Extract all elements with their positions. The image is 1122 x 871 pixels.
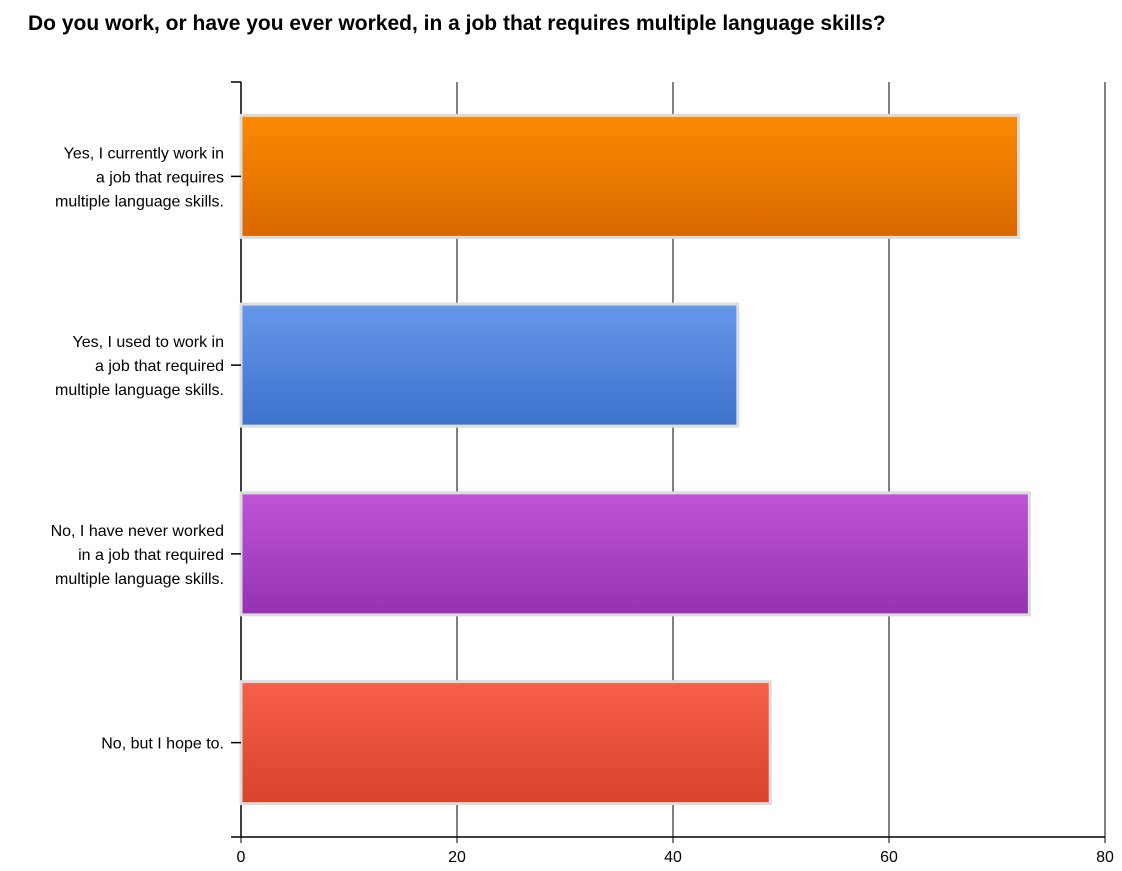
category-label: in a job that required bbox=[78, 547, 224, 564]
category-label: No, I have never worked bbox=[51, 523, 224, 540]
category-label: Yes, I used to work in bbox=[73, 334, 225, 351]
category-label: multiple language skills. bbox=[55, 193, 224, 210]
x-tick-label: 60 bbox=[880, 849, 898, 866]
category-label: a job that required bbox=[95, 358, 224, 375]
category-label: No, but I hope to. bbox=[101, 736, 224, 753]
x-tick-label: 20 bbox=[448, 849, 466, 866]
chart-title: Do you work, or have you ever worked, in… bbox=[28, 12, 886, 35]
x-tick-label: 80 bbox=[1096, 849, 1114, 866]
category-label: Yes, I currently work in bbox=[64, 145, 224, 162]
bar-1 bbox=[239, 113, 1021, 239]
bar-3 bbox=[239, 491, 1031, 617]
category-label: a job that requires bbox=[96, 169, 224, 186]
x-tick-label: 40 bbox=[664, 849, 682, 866]
x-tick-label: 0 bbox=[237, 849, 246, 866]
bar-2 bbox=[239, 302, 740, 428]
category-label: multiple language skills. bbox=[55, 571, 224, 588]
bar-4 bbox=[239, 680, 772, 806]
category-label: multiple language skills. bbox=[55, 382, 224, 399]
